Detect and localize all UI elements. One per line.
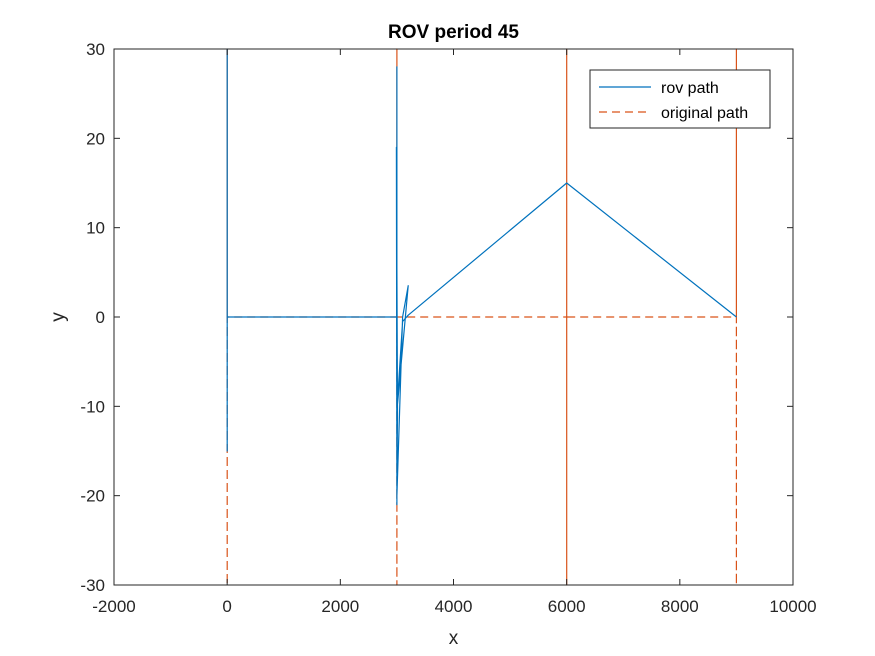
y-tick-label: 20 bbox=[86, 129, 105, 148]
x-tick-label: -2000 bbox=[92, 597, 135, 616]
y-tick-label: -30 bbox=[80, 576, 105, 595]
x-axis-label: x bbox=[449, 628, 459, 649]
y-tick-label: -10 bbox=[80, 397, 105, 416]
y-tick-label: 30 bbox=[86, 40, 105, 59]
x-tick-label: 10000 bbox=[769, 597, 816, 616]
legend: rov path original path bbox=[590, 70, 770, 128]
x-tick-label: 0 bbox=[222, 597, 231, 616]
chart-title: ROV period 45 bbox=[388, 22, 519, 43]
x-tick-label: 6000 bbox=[548, 597, 586, 616]
y-tick-label: 0 bbox=[96, 308, 105, 327]
legend-label-rov-path: rov path bbox=[661, 80, 719, 97]
y-tick-label: 10 bbox=[86, 219, 105, 238]
x-tick-label: 2000 bbox=[321, 597, 359, 616]
y-axis-label: y bbox=[48, 312, 69, 322]
x-tick-label: 4000 bbox=[435, 597, 473, 616]
y-tick-label: -20 bbox=[80, 487, 105, 506]
x-tick-label: 8000 bbox=[661, 597, 699, 616]
legend-label-original-path: original path bbox=[661, 105, 748, 122]
